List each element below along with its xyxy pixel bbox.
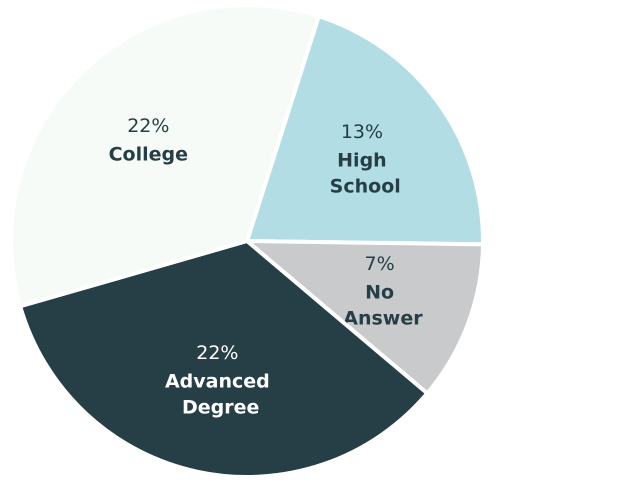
pie-slice [245,239,485,396]
pie-slice [18,239,430,479]
category-label-line: Advanced [165,370,270,392]
category-label: High School [323,149,401,197]
value-label: 22% [196,342,238,364]
value-label: 7% [365,253,395,275]
category-label-line: Degree [175,396,259,418]
value-label: 13% [341,121,383,143]
pie-slice [245,14,485,247]
category-label-line: High [337,149,387,171]
category-label-line: College [109,143,188,165]
value-label: 22% [127,115,169,137]
category-label: No Answer [337,281,424,329]
category-label-line: School [323,175,401,197]
category-label-line: No [365,281,394,303]
category-label-line: Answer [337,307,424,329]
pie-slice [9,3,321,309]
category-label: Advanced Degree [165,370,270,418]
category-label: College [109,143,188,165]
